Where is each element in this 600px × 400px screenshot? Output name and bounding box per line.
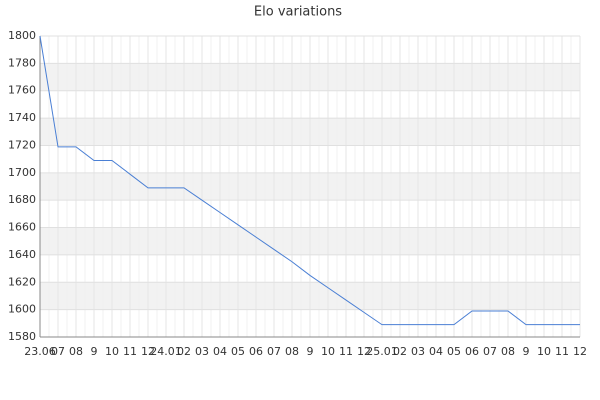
x-tick-label: 11 xyxy=(123,345,137,358)
x-tick-label: 07 xyxy=(267,345,281,358)
x-tick-label: 07 xyxy=(51,345,65,358)
x-tick-label: 9 xyxy=(307,345,314,358)
x-tick-label: 10 xyxy=(321,345,335,358)
x-tick-label: 02 xyxy=(177,345,191,358)
x-tick-label: 23.06 xyxy=(24,345,56,358)
y-tick-label: 1660 xyxy=(8,221,36,234)
y-tick-label: 1680 xyxy=(8,193,36,206)
x-tick-label: 25.01 xyxy=(366,345,398,358)
x-tick-label: 10 xyxy=(537,345,551,358)
x-tick-label: 9 xyxy=(91,345,98,358)
x-tick-label: 05 xyxy=(231,345,245,358)
x-tick-label: 05 xyxy=(447,345,461,358)
y-tick-label: 1780 xyxy=(8,56,36,69)
y-tick-label: 1620 xyxy=(8,275,36,288)
y-tick-label: 1740 xyxy=(8,111,36,124)
x-tick-label: 06 xyxy=(249,345,263,358)
y-tick-label: 1580 xyxy=(8,330,36,343)
y-tick-label: 1760 xyxy=(8,84,36,97)
x-tick-label: 9 xyxy=(523,345,530,358)
y-tick-label: 1640 xyxy=(8,248,36,261)
x-tick-label: 12 xyxy=(573,345,587,358)
line-series xyxy=(39,35,580,326)
chart-title: Elo variations xyxy=(254,5,342,20)
x-tick-label: 03 xyxy=(411,345,425,358)
x-tick-label: 11 xyxy=(555,345,569,358)
x-tick-label: 07 xyxy=(483,345,497,358)
x-tick-label: 24.01 xyxy=(150,345,182,358)
x-tick-label: 04 xyxy=(213,345,227,358)
x-tick-label: 08 xyxy=(69,345,83,358)
x-tick-label: 06 xyxy=(465,345,479,358)
y-tick-label: 1600 xyxy=(8,303,36,316)
x-tick-label: 04 xyxy=(429,345,443,358)
y-tick-label: 1720 xyxy=(8,138,36,151)
y-tick-label: 1800 xyxy=(8,29,36,42)
x-tick-label: 08 xyxy=(285,345,299,358)
x-tick-label: 02 xyxy=(393,345,407,358)
x-tick-label: 10 xyxy=(105,345,119,358)
x-tick-label: 12 xyxy=(357,345,371,358)
x-tick-label: 11 xyxy=(339,345,353,358)
x-tick-label: 03 xyxy=(195,345,209,358)
x-tick-label: 08 xyxy=(501,345,515,358)
y-tick-label: 1700 xyxy=(8,166,36,179)
x-tick-label: 12 xyxy=(141,345,155,358)
